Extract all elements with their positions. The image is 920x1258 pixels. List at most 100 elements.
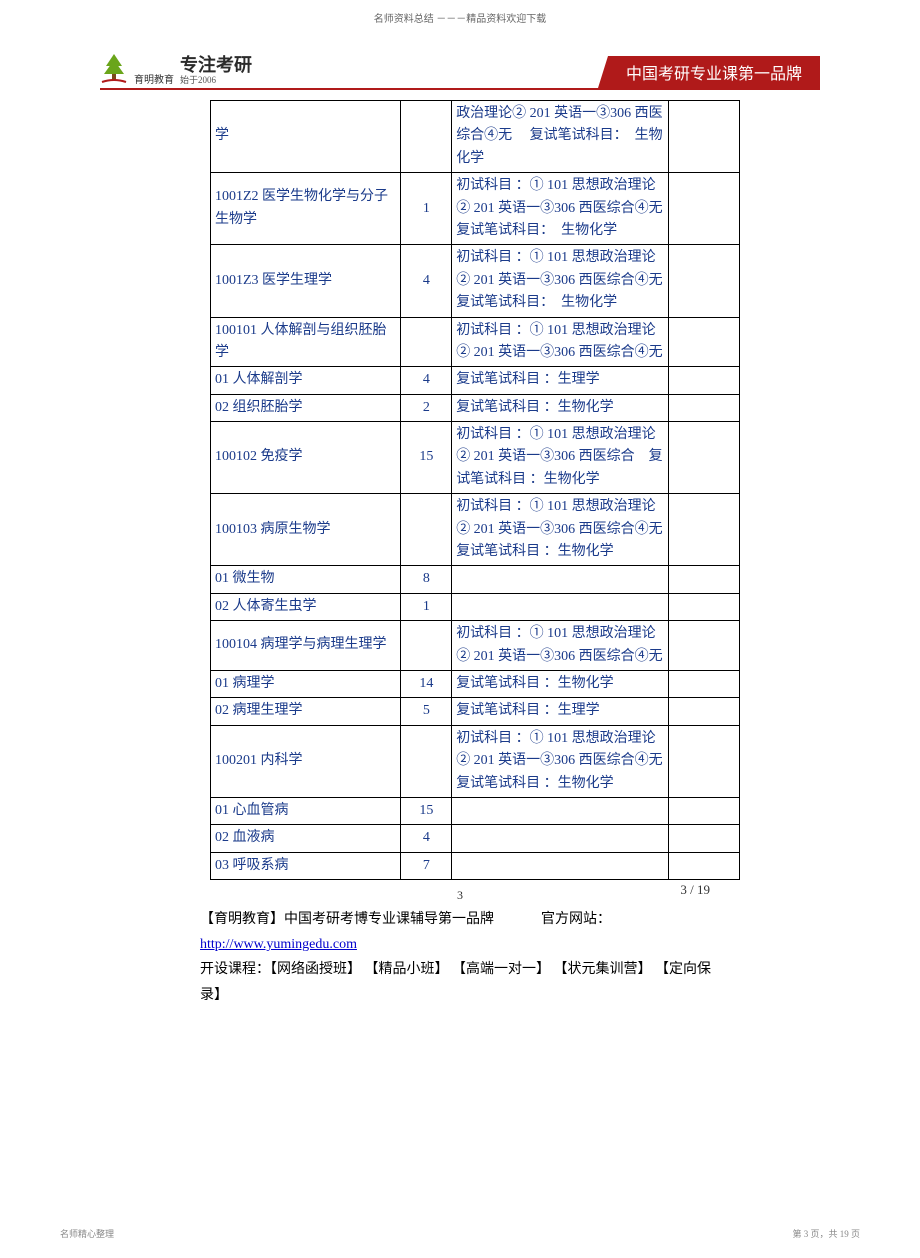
cell-count xyxy=(401,725,452,797)
footer-text-1b: 官方网站： xyxy=(541,912,611,927)
cell-count: 15 xyxy=(401,797,452,824)
cell-subjects: 初试科目 ：① 101 思想政治理论② 201 英语一③306 西医综合④无 xyxy=(452,317,668,367)
cell-major: 02 血液病 xyxy=(211,825,401,852)
table-row: 01 心血管病15 xyxy=(211,797,740,824)
cell-count: 5 xyxy=(401,698,452,725)
cell-extra xyxy=(668,317,739,367)
cell-major: 03 呼吸系病 xyxy=(211,852,401,879)
cell-subjects: 初试科目 ：① 101 思想政治理论② 201 英语一③306 西医综合④无 复… xyxy=(452,494,668,566)
table-row: 01 微生物8 xyxy=(211,566,740,593)
table-row: 100104 病理学与病理生理学 初试科目 ：① 101 思想政治理论② 201 … xyxy=(211,621,740,671)
cell-extra xyxy=(668,670,739,697)
table-row: 100201 内科学初试科目 ：① 101 思想政治理论② 201 英语一③30… xyxy=(211,725,740,797)
table-row: 100103 病原生物学初试科目 ：① 101 思想政治理论② 201 英语一③… xyxy=(211,494,740,566)
cell-count: 2 xyxy=(401,394,452,421)
tree-logo-icon xyxy=(100,54,128,86)
cell-major: 01 病理学 xyxy=(211,670,401,697)
cell-extra xyxy=(668,422,739,494)
cell-extra xyxy=(668,797,739,824)
bottom-left-note: 名师精心整理 xyxy=(60,1227,114,1240)
table-row: 01 人体解剖学4复试笔试科目 ：生理学 xyxy=(211,367,740,394)
cell-extra xyxy=(668,698,739,725)
cell-count xyxy=(401,494,452,566)
cell-major: 02 人体寄生虫学 xyxy=(211,593,401,620)
brand-small: 育明教育 xyxy=(134,71,174,86)
cell-subjects xyxy=(452,825,668,852)
cell-extra xyxy=(668,852,739,879)
cell-count: 4 xyxy=(401,245,452,317)
table-row: 01 病理学14复试笔试科目 ：生物化学 xyxy=(211,670,740,697)
page-number-center: 3 xyxy=(100,888,820,903)
cell-subjects xyxy=(452,566,668,593)
cell-count: 15 xyxy=(401,422,452,494)
table-row: 学政治理论② 201 英语一③306 西医综合④无 复试笔试科目： 生物化学 xyxy=(211,101,740,173)
table-row: 100101 人体解剖与组织胚胎学 初试科目 ：① 101 思想政治理论② 201… xyxy=(211,317,740,367)
footer-url[interactable]: http://www.yumingedu.com xyxy=(200,937,357,952)
cell-subjects xyxy=(452,852,668,879)
cell-major: 01 微生物 xyxy=(211,566,401,593)
cell-count xyxy=(401,101,452,173)
header-bar: 育明教育 专注考研 始于2006 中国考研专业课第一品牌 xyxy=(100,50,820,90)
cell-count: 8 xyxy=(401,566,452,593)
cell-count xyxy=(401,317,452,367)
cell-subjects: 复试笔试科目 ：生物化学 xyxy=(452,394,668,421)
table-row: 1001Z3 医学生理学4初试科目 ：① 101 思想政治理论② 201 英语一… xyxy=(211,245,740,317)
header-note: 名师资料总结 －－－精品资料欢迎下载 xyxy=(0,10,920,25)
cell-subjects xyxy=(452,797,668,824)
cell-subjects: 政治理论② 201 英语一③306 西医综合④无 复试笔试科目： 生物化学 xyxy=(452,101,668,173)
banner: 中国考研专业课第一品牌 xyxy=(598,56,820,88)
cell-subjects xyxy=(452,593,668,620)
table-row: 02 人体寄生虫学1 xyxy=(211,593,740,620)
cell-major: 学 xyxy=(211,101,401,173)
cell-subjects: 复试笔试科目 ：生物化学 xyxy=(452,670,668,697)
logo-block: 育明教育 专注考研 始于2006 xyxy=(100,54,252,88)
cell-major: 100103 病原生物学 xyxy=(211,494,401,566)
cell-subjects: 复试笔试科目 ：生理学 xyxy=(452,698,668,725)
cell-major: 1001Z3 医学生理学 xyxy=(211,245,401,317)
cell-count: 7 xyxy=(401,852,452,879)
cell-extra xyxy=(668,101,739,173)
cell-subjects: 复试笔试科目 ：生理学 xyxy=(452,367,668,394)
footer-text-1a: 【育明教育】中国考研考博专业课辅导第一品牌 xyxy=(200,912,494,927)
cell-major: 100201 内科学 xyxy=(211,725,401,797)
cell-count: 1 xyxy=(401,173,452,245)
footer-block: 【育明教育】中国考研考博专业课辅导第一品牌 官方网站： http://www.y… xyxy=(200,907,720,1008)
cell-subjects: 初试科目 ：① 101 思想政治理论② 201 英语一③306 西医综合④无 xyxy=(452,621,668,671)
cell-extra xyxy=(668,593,739,620)
table-row: 02 病理生理学5复试笔试科目 ：生理学 xyxy=(211,698,740,725)
cell-subjects: 初试科目 ：① 101 思想政治理论② 201 英语一③306 西医综合④无 复… xyxy=(452,173,668,245)
table-row: 02 组织胚胎学2复试笔试科目 ：生物化学 xyxy=(211,394,740,421)
cell-extra xyxy=(668,825,739,852)
cell-subjects: 初试科目 ：① 101 思想政治理论② 201 英语一③306 西医综合④无 复… xyxy=(452,725,668,797)
table-row: 100102 免疫学15初试科目 ：① 101 思想政治理论② 201 英语一③… xyxy=(211,422,740,494)
cell-subjects: 初试科目 ：① 101 思想政治理论② 201 英语一③306 西医综合④无 复… xyxy=(452,245,668,317)
cell-major: 100101 人体解剖与组织胚胎学 xyxy=(211,317,401,367)
cell-count: 1 xyxy=(401,593,452,620)
table-row: 02 血液病4 xyxy=(211,825,740,852)
table-row: 03 呼吸系病7 xyxy=(211,852,740,879)
cell-subjects: 初试科目 ：① 101 思想政治理论② 201 英语一③306 西医综合 复试笔… xyxy=(452,422,668,494)
brand-sub: 始于2006 xyxy=(180,76,252,85)
cell-major: 1001Z2 医学生物化学与分子生物学 xyxy=(211,173,401,245)
cell-major: 01 心血管病 xyxy=(211,797,401,824)
cell-count: 14 xyxy=(401,670,452,697)
cell-major: 02 组织胚胎学 xyxy=(211,394,401,421)
cell-major: 100102 免疫学 xyxy=(211,422,401,494)
table-row: 1001Z2 医学生物化学与分子生物学1初试科目 ：① 101 思想政治理论② … xyxy=(211,173,740,245)
cell-count: 4 xyxy=(401,825,452,852)
cell-count xyxy=(401,621,452,671)
cell-extra xyxy=(668,367,739,394)
cell-major: 02 病理生理学 xyxy=(211,698,401,725)
content-area: 学政治理论② 201 英语一③306 西医综合④无 复试笔试科目： 生物化学10… xyxy=(100,100,820,1008)
cell-extra xyxy=(668,566,739,593)
cell-extra xyxy=(668,394,739,421)
program-table: 学政治理论② 201 英语一③306 西医综合④无 复试笔试科目： 生物化学10… xyxy=(210,100,740,880)
footer-text-2: 开设课程：【网络函授班】 【精品小班】 【高端一对一】 【状元集训营】 【定向保… xyxy=(200,957,720,1007)
page-number-right: 3 / 19 xyxy=(680,882,710,898)
cell-major: 01 人体解剖学 xyxy=(211,367,401,394)
bottom-right-note: 第 3 页，共 19 页 xyxy=(792,1227,860,1240)
cell-extra xyxy=(668,621,739,671)
brand-main: 专注考研 xyxy=(180,56,252,74)
cell-count: 4 xyxy=(401,367,452,394)
cell-major: 100104 病理学与病理生理学 xyxy=(211,621,401,671)
